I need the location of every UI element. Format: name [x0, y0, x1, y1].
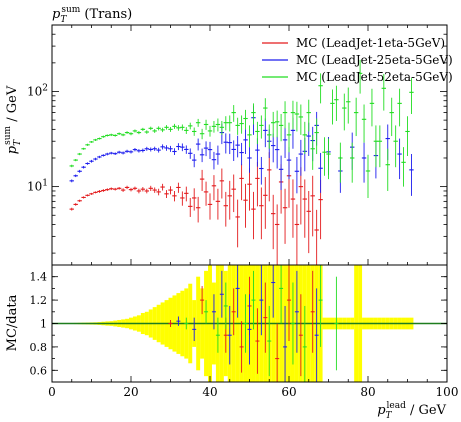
- xlabel-rest: / GeV: [406, 403, 447, 418]
- legend-entry-1: MC (LeadJet-1eta-5GeV): [262, 36, 445, 50]
- y-bottom-tick-label: 1.2: [30, 294, 48, 307]
- ratio-series-2: [176, 265, 319, 382]
- x-tick-label: 40: [202, 385, 217, 399]
- y-bottom-tick-label: 1.4: [30, 271, 48, 284]
- series-1: [69, 152, 323, 265]
- legend: MC (LeadJet-1eta-5GeV) MC (LeadJet-25eta…: [262, 36, 453, 84]
- legend-label-3: MC (LeadJet-52eta-5GeV): [296, 70, 453, 84]
- y-bottom-tick-label: 0.6: [30, 364, 48, 377]
- legend-label-2: MC (LeadJet-25eta-5GeV): [296, 53, 453, 67]
- xlabel-sub: T: [386, 411, 393, 421]
- title-sub: T: [60, 15, 67, 25]
- axis-ticks: 0 20 40 60 80 100 101 102 0.6 0.8 1 1.2 1.4: [27, 24, 459, 399]
- xlabel-main: p: [377, 403, 386, 418]
- y-bottom-tick-label: 1: [40, 318, 47, 331]
- xlabel-sup: lead: [387, 401, 407, 411]
- y-top-tick-label: 101: [27, 179, 48, 194]
- x-tick-label: 100: [436, 385, 459, 399]
- legend-label-1: MC (LeadJet-1eta-5GeV): [296, 36, 445, 50]
- ratio-series-3: [184, 265, 339, 382]
- y-axis-label-bottom: MC/data: [5, 294, 20, 351]
- legend-entry-2: MC (LeadJet-25eta-5GeV): [262, 53, 453, 67]
- x-tick-label: 20: [123, 385, 138, 399]
- ylabel-sub: T: [13, 139, 23, 146]
- y-axis-label-top: pTsum / GeV: [3, 85, 23, 154]
- ylabel-sup: sum: [3, 125, 13, 144]
- chart-title: pTsum (Trans): [52, 5, 132, 25]
- x-axis-label: pTlead / GeV: [377, 401, 446, 421]
- x-tick-label: 60: [281, 385, 296, 399]
- ratio-series-layer: [168, 265, 339, 382]
- title-rest: (Trans): [80, 7, 132, 22]
- y-bottom-tick-label: 0.8: [30, 341, 48, 354]
- ylabel-rest: / GeV: [5, 85, 20, 126]
- title-sup: sum: [61, 5, 80, 15]
- ylabel-main: p: [5, 145, 20, 154]
- x-tick-label: 0: [48, 385, 56, 399]
- legend-entry-3: MC (LeadJet-52eta-5GeV): [262, 70, 453, 84]
- y-top-tick-label: 102: [27, 83, 48, 98]
- x-tick-label: 80: [360, 385, 375, 399]
- title-main: p: [52, 7, 61, 22]
- series-layer: [69, 59, 414, 265]
- series-3: [69, 59, 414, 198]
